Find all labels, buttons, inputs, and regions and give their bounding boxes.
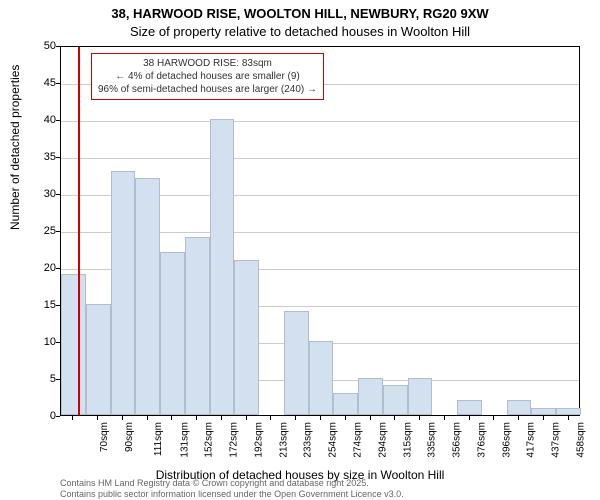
x-tick-mark	[345, 416, 346, 420]
x-tick-label: 213sqm	[278, 422, 289, 458]
x-tick-mark	[171, 416, 172, 420]
y-tick-label: 45	[44, 77, 56, 89]
y-tick-mark	[56, 157, 60, 158]
y-tick-label: 20	[44, 262, 56, 274]
gridline	[61, 121, 579, 122]
annotation-line3: 96% of semi-detached houses are larger (…	[98, 83, 317, 96]
histogram-bar	[234, 260, 259, 415]
chart-title-line1: 38, HARWOOD RISE, WOOLTON HILL, NEWBURY,…	[0, 6, 600, 21]
histogram-bar	[210, 119, 235, 415]
y-tick-label: 30	[44, 188, 56, 200]
histogram-bar	[383, 385, 408, 415]
x-tick-mark	[196, 416, 197, 420]
x-tick-mark	[270, 416, 271, 420]
histogram-bar	[135, 178, 160, 415]
x-tick-label: 111sqm	[153, 422, 164, 456]
histogram-bar	[160, 252, 185, 415]
x-tick-mark	[147, 416, 148, 420]
footnote-line2: Contains public sector information licen…	[60, 489, 404, 500]
y-tick-mark	[56, 120, 60, 121]
histogram-bar	[457, 400, 482, 415]
histogram-bar	[556, 408, 581, 415]
histogram-bar	[507, 400, 532, 415]
histogram-bar	[111, 171, 136, 415]
y-tick-label: 25	[44, 225, 56, 237]
x-tick-label: 254sqm	[328, 422, 339, 458]
histogram-bar	[86, 304, 111, 415]
y-tick-mark	[56, 231, 60, 232]
chart-container: 38, HARWOOD RISE, WOOLTON HILL, NEWBURY,…	[0, 0, 600, 500]
y-tick-label: 35	[44, 151, 56, 163]
x-tick-label: 437sqm	[551, 422, 562, 458]
x-tick-mark	[394, 416, 395, 420]
x-tick-mark	[568, 416, 569, 420]
y-tick-label: 10	[44, 336, 56, 348]
y-tick-label: 50	[44, 40, 56, 52]
x-tick-mark	[370, 416, 371, 420]
x-tick-label: 131sqm	[179, 422, 190, 458]
histogram-bar	[61, 274, 86, 415]
histogram-bar	[531, 408, 556, 415]
x-tick-label: 315sqm	[402, 422, 413, 458]
histogram-bar	[309, 341, 334, 415]
y-tick-mark	[56, 83, 60, 84]
x-tick-mark	[493, 416, 494, 420]
x-tick-label: 192sqm	[254, 422, 265, 458]
x-tick-mark	[295, 416, 296, 420]
x-tick-mark	[419, 416, 420, 420]
y-tick-label: 15	[44, 299, 56, 311]
plot-area: 38 HARWOOD RISE: 83sqm← 4% of detached h…	[60, 46, 580, 416]
x-tick-label: 356sqm	[452, 422, 463, 458]
x-tick-label: 396sqm	[501, 422, 512, 458]
x-tick-label: 294sqm	[377, 422, 388, 458]
x-tick-mark	[72, 416, 73, 420]
x-tick-label: 458sqm	[575, 422, 586, 458]
x-tick-label: 335sqm	[427, 422, 438, 458]
x-tick-mark	[221, 416, 222, 420]
y-tick-mark	[56, 194, 60, 195]
y-tick-mark	[56, 416, 60, 417]
y-axis-label: Number of detached properties	[8, 65, 22, 230]
y-tick-mark	[56, 305, 60, 306]
x-tick-label: 233sqm	[303, 422, 314, 458]
histogram-bar	[358, 378, 383, 415]
x-tick-mark	[518, 416, 519, 420]
y-tick-mark	[56, 342, 60, 343]
gridline	[61, 158, 579, 159]
histogram-bar	[185, 237, 210, 415]
annotation-box: 38 HARWOOD RISE: 83sqm← 4% of detached h…	[91, 53, 324, 100]
x-tick-label: 152sqm	[204, 422, 215, 458]
annotation-line2: ← 4% of detached houses are smaller (9)	[98, 70, 317, 83]
x-tick-mark	[444, 416, 445, 420]
x-tick-label: 70sqm	[99, 422, 110, 452]
annotation-line1: 38 HARWOOD RISE: 83sqm	[98, 57, 317, 70]
x-tick-mark	[469, 416, 470, 420]
x-tick-label: 417sqm	[526, 422, 537, 458]
x-tick-mark	[122, 416, 123, 420]
histogram-bar	[284, 311, 309, 415]
x-tick-mark	[320, 416, 321, 420]
x-tick-label: 274sqm	[353, 422, 364, 458]
histogram-bar	[333, 393, 358, 415]
x-tick-label: 376sqm	[476, 422, 487, 458]
x-tick-label: 90sqm	[124, 422, 135, 452]
y-tick-mark	[56, 46, 60, 47]
x-tick-mark	[246, 416, 247, 420]
marker-line	[78, 47, 80, 415]
x-tick-mark	[97, 416, 98, 420]
x-tick-label: 172sqm	[229, 422, 240, 458]
y-tick-label: 40	[44, 114, 56, 126]
x-tick-mark	[543, 416, 544, 420]
footnote: Contains HM Land Registry data © Crown c…	[60, 478, 404, 500]
histogram-bar	[408, 378, 433, 415]
footnote-line1: Contains HM Land Registry data © Crown c…	[60, 478, 404, 489]
y-tick-mark	[56, 268, 60, 269]
chart-title-line2: Size of property relative to detached ho…	[0, 24, 600, 39]
y-tick-mark	[56, 379, 60, 380]
